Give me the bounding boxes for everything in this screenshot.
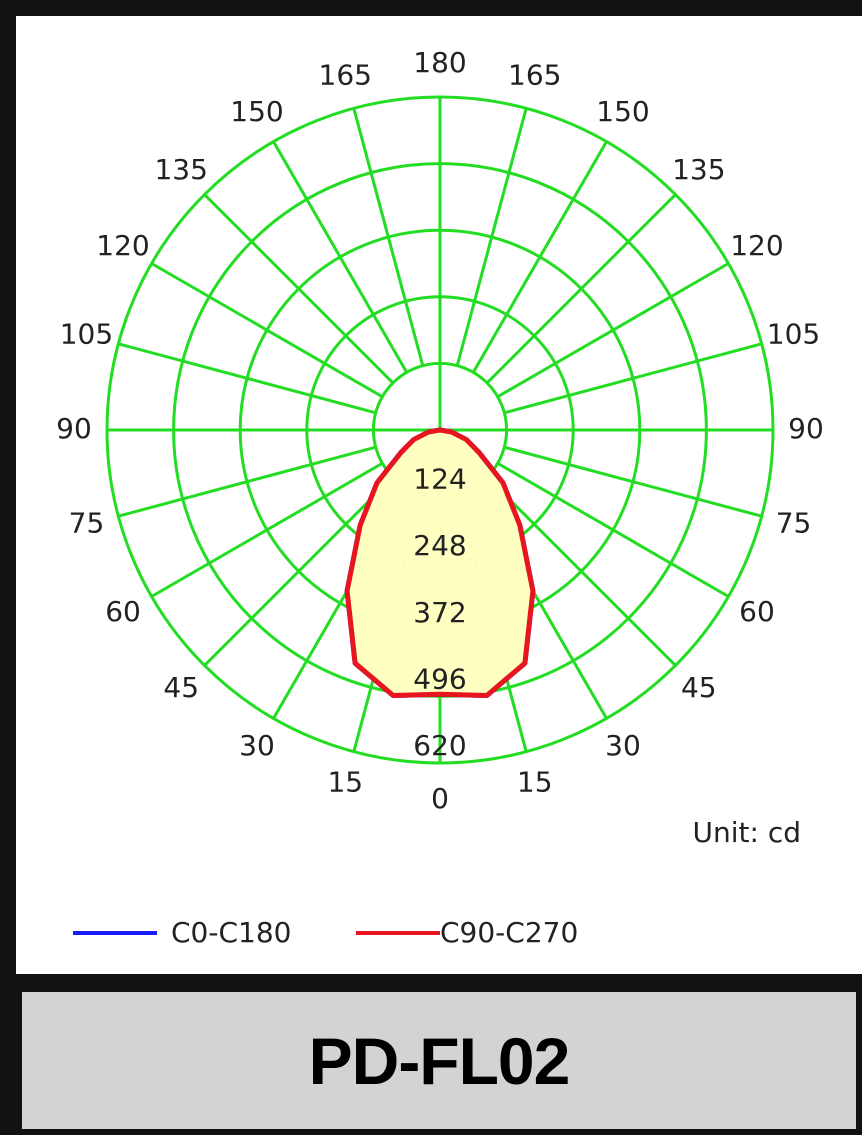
angle-label: 180	[413, 46, 466, 79]
legend-label: C0-C180	[171, 916, 291, 949]
angle-label: 30	[605, 729, 641, 762]
angle-label: 45	[681, 671, 717, 704]
grid-spoke	[117, 342, 377, 415]
grid-spoke	[117, 445, 377, 518]
angle-label: 135	[154, 153, 207, 186]
chart-panel: Unit: cd 0 15 15 30 30 45 45 60 60 75 75 90 90 105 105…	[16, 16, 862, 974]
angle-label: 105	[767, 317, 820, 350]
grid-spoke	[455, 107, 528, 367]
angle-label: 120	[96, 229, 149, 262]
footer: PD-FL02	[22, 992, 856, 1129]
angle-label: 120	[730, 229, 783, 262]
angle-label: 105	[60, 317, 113, 350]
angle-label: 150	[596, 95, 649, 128]
unit-label: Unit: cd	[693, 816, 802, 849]
angle-label: 60	[739, 595, 775, 628]
r-tick-label: 124	[413, 463, 466, 496]
angle-label: 45	[163, 671, 199, 704]
angle-label: 135	[672, 153, 725, 186]
r-tick-label: 248	[413, 529, 466, 562]
r-tick-label: 620	[413, 729, 466, 762]
legend-label: C90-C270	[440, 916, 578, 949]
curve	[344, 427, 536, 699]
grid-spoke	[503, 445, 763, 518]
angle-label: 165	[508, 58, 561, 91]
angle-label: 165	[319, 58, 372, 91]
angle-label: 150	[230, 95, 283, 128]
angle-label: 30	[239, 729, 275, 762]
grid-spoke	[203, 193, 394, 384]
angle-label: 60	[105, 595, 141, 628]
r-tick-label: 496	[413, 662, 466, 695]
chart: Unit: cd 0 15 15 30 30 45 45 60 60 75 75 90 90 105 105…	[56, 46, 824, 949]
caption: PD-FL02	[308, 1023, 571, 1098]
grid-spoke	[472, 140, 608, 374]
grid-spoke	[496, 262, 730, 398]
grid-spoke	[486, 476, 677, 667]
angle-label: 90	[56, 412, 92, 445]
angle-label: 0	[431, 782, 449, 815]
grid-spoke	[496, 462, 730, 598]
angle-label: 75	[69, 507, 105, 540]
grid-spoke	[203, 476, 394, 667]
grid-spoke	[272, 140, 408, 374]
grid-spoke	[150, 462, 384, 598]
grid-spoke	[503, 342, 763, 415]
r-tick-label: 372	[413, 596, 466, 629]
grid-spoke	[352, 107, 425, 367]
angle-label: 75	[776, 507, 812, 540]
angle-label: 90	[788, 412, 824, 445]
grid-spoke	[150, 262, 384, 398]
angle-label: 15	[517, 766, 553, 799]
grid-spoke	[486, 193, 677, 384]
angle-label: 15	[327, 766, 363, 799]
